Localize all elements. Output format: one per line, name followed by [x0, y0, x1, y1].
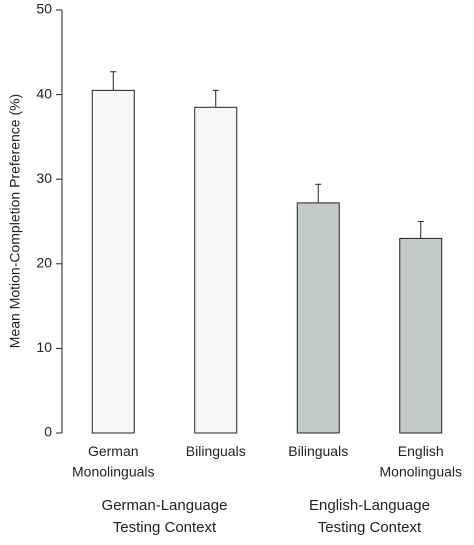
y-tick-label: 30 — [36, 170, 52, 186]
y-tick-label: 40 — [36, 85, 52, 101]
y-tick-label: 10 — [36, 339, 52, 355]
x-tick-label: Bilinguals — [288, 443, 348, 459]
y-tick-label: 0 — [44, 424, 52, 440]
y-axis-label: Mean Motion-Completion Preference (%) — [7, 94, 23, 348]
y-tick-label: 20 — [36, 255, 52, 271]
x-tick-label: English Monolinguals — [380, 443, 463, 479]
group-label: German-Language Testing Context — [102, 497, 228, 536]
x-tick-label: German Monolinguals — [72, 443, 155, 479]
y-tick-label: 50 — [36, 1, 52, 17]
bar — [296, 202, 340, 434]
bar — [399, 237, 443, 434]
bar — [194, 106, 238, 434]
x-tick-label: Bilinguals — [186, 443, 246, 459]
bar — [91, 89, 135, 434]
group-label: English-Language Testing Context — [309, 497, 430, 536]
